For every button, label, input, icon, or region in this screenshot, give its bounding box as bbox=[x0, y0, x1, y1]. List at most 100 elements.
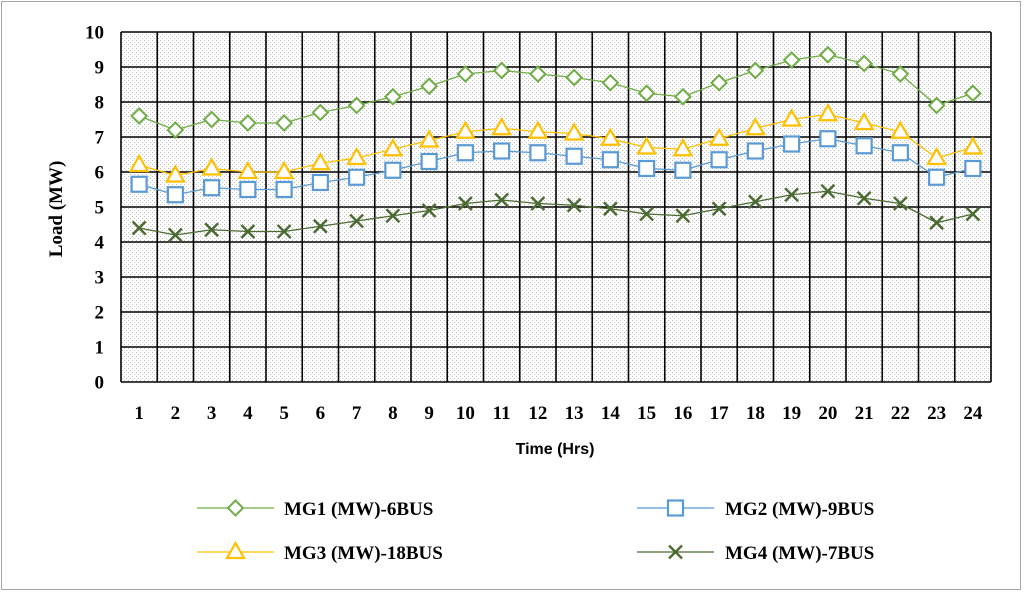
data-point bbox=[783, 135, 801, 153]
data-point bbox=[203, 179, 221, 197]
data-point bbox=[744, 117, 766, 136]
y-tick-label: 2 bbox=[95, 303, 105, 324]
legend-label: MG3 (MW)-18BUS bbox=[284, 543, 443, 564]
data-point bbox=[311, 173, 329, 192]
x-tick-label: 13 bbox=[565, 403, 584, 424]
x-tick-label: 2 bbox=[171, 403, 181, 424]
data-point bbox=[275, 114, 294, 132]
data-point bbox=[891, 65, 910, 83]
y-tick-label: 5 bbox=[95, 198, 105, 219]
data-point bbox=[527, 120, 549, 139]
x-tick-label: 3 bbox=[207, 403, 217, 424]
legend-marker bbox=[666, 499, 685, 517]
data-point bbox=[964, 159, 982, 178]
x-tick-label: 12 bbox=[528, 403, 547, 424]
data-point bbox=[383, 87, 402, 106]
data-point bbox=[928, 168, 946, 186]
data-point bbox=[563, 122, 585, 141]
x-tick-label: 17 bbox=[710, 403, 730, 424]
data-point bbox=[782, 51, 801, 69]
data-point bbox=[311, 103, 330, 122]
data-point bbox=[638, 159, 656, 178]
data-point bbox=[784, 187, 799, 203]
y-tick-label: 7 bbox=[95, 128, 105, 149]
data-point bbox=[746, 61, 765, 80]
data-point bbox=[855, 137, 873, 155]
legend-item: MG1 (MW)-6BUS bbox=[197, 499, 433, 520]
x-tick-label: 18 bbox=[746, 403, 765, 424]
x-tick-label: 6 bbox=[316, 403, 326, 424]
data-point bbox=[893, 196, 908, 211]
data-point bbox=[275, 180, 293, 199]
data-point bbox=[166, 121, 185, 139]
data-point bbox=[566, 197, 582, 213]
data-point bbox=[164, 164, 186, 183]
legend-label: MG4 (MW)-7BUS bbox=[725, 543, 874, 564]
data-point bbox=[420, 152, 438, 171]
x-tick-label: 10 bbox=[456, 403, 475, 424]
y-tick-label: 0 bbox=[95, 373, 105, 394]
data-point bbox=[492, 61, 511, 80]
data-point bbox=[636, 136, 658, 155]
data-point bbox=[237, 160, 259, 180]
data-point bbox=[130, 175, 148, 193]
data-point bbox=[748, 194, 763, 210]
data-point bbox=[819, 130, 837, 148]
x-tick-label: 14 bbox=[601, 403, 621, 424]
data-point bbox=[672, 138, 694, 157]
data-point bbox=[168, 227, 183, 243]
data-point bbox=[530, 196, 546, 211]
data-point bbox=[891, 144, 909, 162]
y-tick-label: 9 bbox=[95, 58, 105, 79]
data-point bbox=[710, 151, 728, 169]
data-point bbox=[420, 77, 439, 96]
y-axis-label: Load (MW) bbox=[46, 161, 67, 258]
data-point bbox=[674, 161, 692, 179]
data-point bbox=[201, 157, 223, 176]
data-point bbox=[273, 160, 295, 180]
x-tick-label: 24 bbox=[963, 403, 983, 424]
data-point bbox=[710, 73, 729, 92]
data-point bbox=[454, 120, 476, 139]
y-tick-label: 6 bbox=[95, 163, 105, 184]
data-point bbox=[456, 65, 475, 83]
data-point bbox=[346, 146, 368, 166]
y-tick-label: 3 bbox=[95, 268, 105, 289]
data-point bbox=[131, 220, 147, 236]
data-point bbox=[711, 201, 727, 217]
data-point bbox=[601, 151, 619, 169]
data-point bbox=[601, 73, 620, 92]
data-point bbox=[348, 168, 366, 186]
x-tick-label: 20 bbox=[818, 403, 837, 424]
data-point bbox=[384, 161, 402, 179]
data-point bbox=[313, 218, 328, 234]
legend-marker bbox=[668, 544, 683, 560]
legend-label: MG1 (MW)-6BUS bbox=[284, 499, 433, 520]
x-tick-label: 16 bbox=[673, 403, 692, 424]
x-tick-label: 11 bbox=[493, 403, 511, 424]
x-tick-label: 23 bbox=[927, 403, 946, 424]
data-point bbox=[456, 144, 474, 162]
y-tick-label: 1 bbox=[95, 338, 105, 359]
data-point bbox=[708, 127, 730, 146]
data-point bbox=[204, 222, 219, 238]
data-point bbox=[529, 144, 547, 162]
data-point bbox=[926, 146, 948, 166]
data-point bbox=[855, 54, 874, 73]
series-1 bbox=[130, 45, 982, 139]
data-point bbox=[962, 136, 984, 155]
data-point bbox=[166, 186, 184, 204]
data-point bbox=[673, 87, 692, 106]
x-tick-label: 5 bbox=[279, 403, 289, 424]
data-point bbox=[565, 68, 584, 87]
legend-item: MG4 (MW)-7BUS bbox=[637, 543, 874, 564]
data-point bbox=[347, 96, 366, 115]
data-point bbox=[493, 142, 511, 160]
x-tick-label: 4 bbox=[243, 403, 253, 424]
data-point bbox=[818, 45, 837, 64]
data-point bbox=[309, 152, 331, 171]
data-point bbox=[565, 147, 583, 165]
data-point bbox=[856, 190, 872, 206]
